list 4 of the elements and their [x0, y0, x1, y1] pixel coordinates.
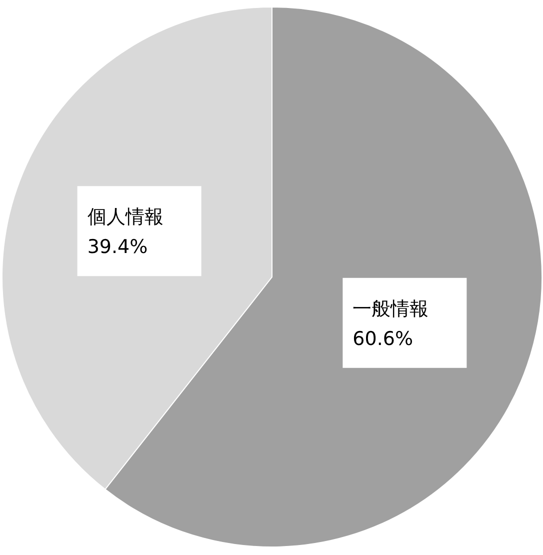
- data-label: 60.6%: [352, 328, 414, 350]
- data-label: 39.4%: [87, 236, 148, 258]
- slice-label: 個人情報: [87, 206, 164, 228]
- slice-label: 一般情報: [352, 298, 429, 320]
